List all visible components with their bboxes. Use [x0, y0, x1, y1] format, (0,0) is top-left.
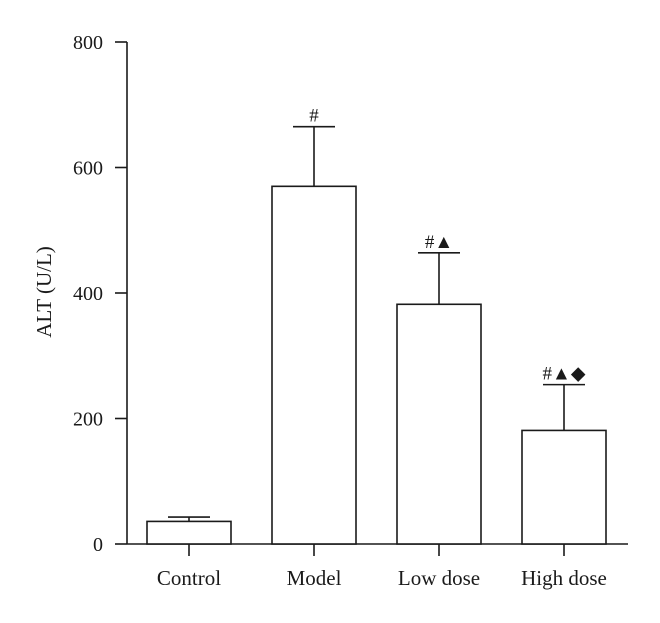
bar: [521, 429, 607, 545]
bars: # #▲ #▲◆: [146, 106, 607, 545]
y-tick-label: 800: [73, 32, 103, 54]
category-label: Model: [287, 566, 342, 590]
significance-label: #▲: [425, 232, 453, 253]
axes: 0 200 400 600 800 Control Model Low dose High do…: [73, 32, 628, 590]
y-tick-label: 400: [73, 283, 103, 305]
y-axis-title: ALT (U/L): [32, 246, 56, 338]
category-label: Control: [157, 566, 221, 590]
category-label: High dose: [521, 566, 607, 590]
category-label: Low dose: [398, 566, 480, 590]
y-tick-label: 0: [93, 534, 103, 556]
bar: [271, 185, 357, 545]
significance-label: #▲◆: [543, 364, 586, 385]
y-tick-label: 600: [73, 158, 103, 180]
significance-label: #: [309, 106, 319, 127]
y-tick-label: 200: [73, 409, 103, 431]
bar: [146, 520, 232, 545]
bar: [396, 303, 482, 545]
